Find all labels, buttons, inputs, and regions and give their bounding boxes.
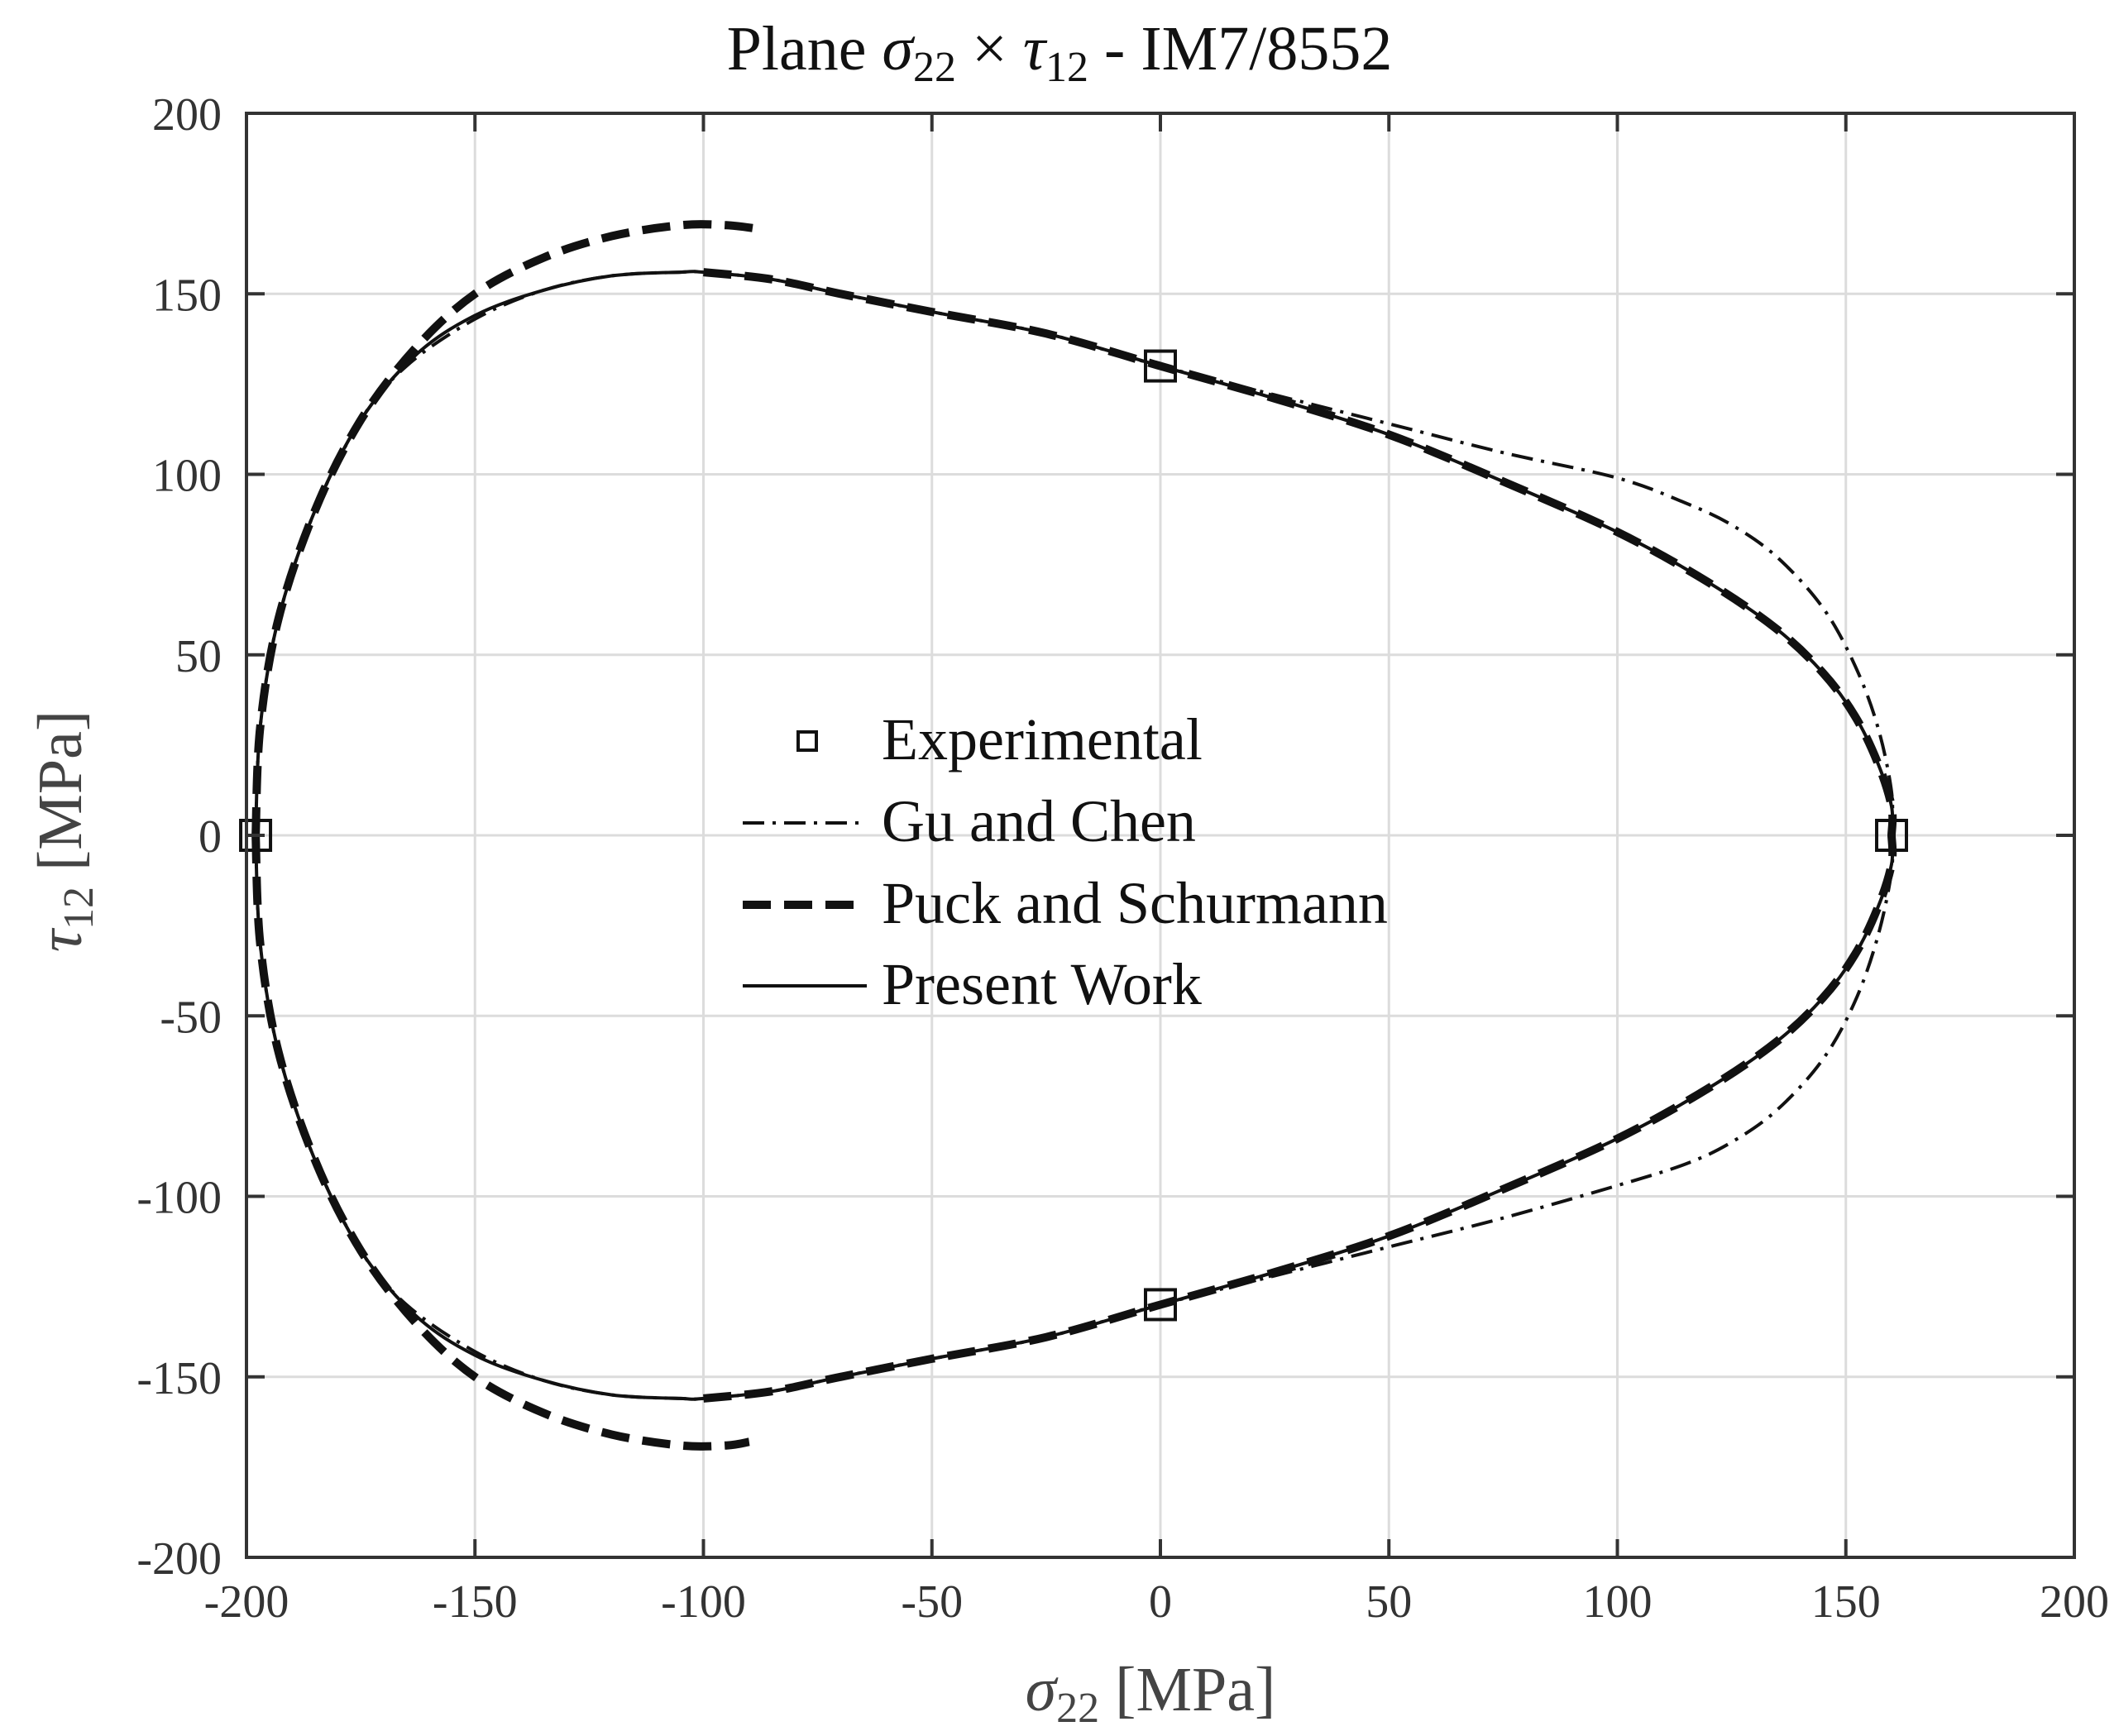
y-axis-label: τ12 [MPa] <box>26 710 103 952</box>
y-tick-label: -200 <box>136 1533 222 1585</box>
legend-label-experimental: Experimental <box>882 706 1203 772</box>
puck-and-schurmann-curve-lower <box>251 835 750 1451</box>
x-tick-label: 0 <box>1149 1576 1172 1628</box>
x-tick-label: 100 <box>1583 1576 1653 1628</box>
y-tick-label: 0 <box>199 811 222 863</box>
x-tick-label: -200 <box>204 1576 289 1628</box>
x-tick-label: 50 <box>1366 1576 1412 1628</box>
ticks: -200 -150 -100 -50 0 50 100 150 200 -200 -150 -100 -… <box>136 89 2109 1628</box>
legend-label-present-work: Present Work <box>882 951 1202 1017</box>
present-work-curve-lower <box>254 835 1895 1401</box>
y-tick-label: -100 <box>136 1173 222 1224</box>
x-tick-label: -100 <box>661 1576 746 1628</box>
y-tick-label: 200 <box>152 89 222 141</box>
y-tick-label: -50 <box>160 992 222 1043</box>
x-tick-label: 200 <box>2040 1576 2109 1628</box>
x-tick-label: -50 <box>901 1576 963 1628</box>
y-tick-label: 150 <box>152 270 222 321</box>
x-tick-label: 150 <box>1811 1576 1881 1628</box>
legend: Experimental Gu and Chen Puck and Schurm… <box>743 706 1388 1017</box>
present-work-curve-upper <box>254 270 1895 836</box>
legend-label-gu-chen: Gu and Chen <box>882 788 1196 854</box>
y-tick-label: 50 <box>175 631 222 682</box>
plot-series <box>239 220 1908 1451</box>
x-axis-label: σ22 [MPa] <box>1026 1655 1276 1732</box>
x-tick-label: -150 <box>433 1576 518 1628</box>
y-tick-label: -150 <box>136 1353 222 1404</box>
legend-label-puck-schurmann: Puck and Schurmann <box>882 870 1388 936</box>
y-tick-label: 100 <box>152 451 222 502</box>
legend-marker-experimental <box>796 730 818 752</box>
chart-title: Plane σ22 × τ12 - IM7/8552 <box>727 14 1393 91</box>
puck-and-schurmann-curve-upper <box>251 220 759 836</box>
